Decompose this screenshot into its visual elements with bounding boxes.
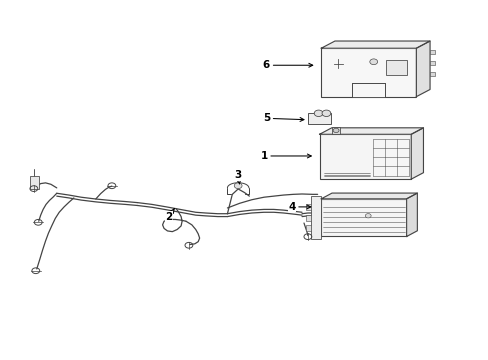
Bar [332, 126, 339, 134]
Text: 2: 2 [165, 209, 174, 221]
Circle shape [322, 110, 330, 117]
Bar [305, 204, 310, 210]
Bar [305, 225, 310, 231]
Text: 1: 1 [260, 151, 311, 161]
Circle shape [332, 128, 338, 132]
Bar [321, 199, 406, 237]
Text: 3: 3 [234, 170, 241, 184]
Circle shape [369, 59, 377, 65]
Circle shape [234, 183, 242, 189]
Polygon shape [415, 41, 429, 96]
Bar [429, 72, 434, 76]
Bar [307, 113, 330, 124]
Polygon shape [410, 128, 423, 179]
Polygon shape [321, 193, 416, 199]
Circle shape [314, 110, 323, 117]
Bar [310, 196, 321, 239]
Polygon shape [321, 41, 429, 48]
Bar [321, 48, 415, 96]
Bar [319, 134, 410, 179]
Bar [351, 83, 385, 96]
Bar [429, 50, 434, 54]
Bar [385, 60, 406, 75]
Polygon shape [406, 193, 416, 237]
Text: 5: 5 [262, 113, 304, 123]
Bar [30, 176, 39, 189]
Text: 6: 6 [262, 60, 312, 70]
Polygon shape [319, 128, 423, 134]
Text: 4: 4 [287, 202, 310, 212]
Bar [305, 215, 310, 221]
Circle shape [365, 213, 370, 218]
Bar [429, 61, 434, 65]
